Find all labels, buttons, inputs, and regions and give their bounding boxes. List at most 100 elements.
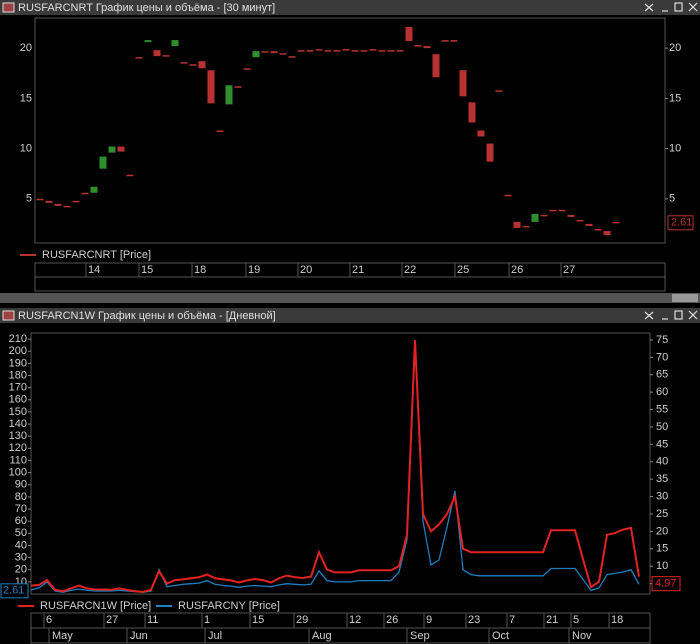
- candle: [540, 214, 548, 217]
- candle: [504, 194, 512, 197]
- date-label: 7: [509, 614, 515, 626]
- scrollbar[interactable]: [0, 293, 700, 303]
- month-label: Jul: [208, 630, 222, 642]
- candle: [207, 70, 215, 104]
- y-tick-label: 50: [15, 527, 27, 539]
- candle: [549, 209, 557, 212]
- candle: [225, 85, 233, 105]
- y-tick-label: 110: [9, 454, 27, 466]
- window-controls[interactable]: [644, 2, 698, 12]
- y2-tick-label: 55: [656, 403, 668, 415]
- y2-tick-label: 20: [656, 525, 668, 537]
- candle: [531, 213, 539, 222]
- y-tick-label: 130: [9, 430, 27, 442]
- y-tick-label: 200: [9, 345, 27, 357]
- y-tick-label: 210: [9, 333, 27, 345]
- candle: [360, 50, 368, 52]
- y-tick-label: 10: [669, 142, 681, 154]
- month-label: Sep: [410, 630, 430, 642]
- candle: [477, 130, 485, 137]
- candle: [468, 102, 476, 123]
- window-header: [0, 308, 700, 323]
- candle: [486, 143, 494, 162]
- scrollbar-thumb[interactable]: [672, 294, 698, 302]
- y-tick-label: 5: [669, 193, 675, 205]
- candle: [99, 156, 107, 169]
- window-title: RUSFARCNRT График цены и объёма - [30 ми…: [18, 2, 275, 14]
- date-label: 14: [88, 264, 100, 276]
- series-line: [30, 339, 640, 593]
- date-label: 9: [426, 614, 432, 626]
- candle: [432, 54, 440, 78]
- y2-tick-label: 60: [656, 386, 668, 398]
- last-value-box: [0, 583, 29, 599]
- y2-tick-label: 50: [656, 421, 668, 433]
- candle: [153, 50, 161, 57]
- legend-label: RUSFARCNRT [Price]: [42, 249, 151, 261]
- candle: [351, 50, 359, 52]
- candle: [270, 51, 278, 54]
- candle: [252, 51, 260, 58]
- y-tick-label: 80: [15, 491, 27, 503]
- y2-tick-label: 35: [656, 473, 668, 485]
- candle: [522, 225, 530, 228]
- date-label: 5: [573, 614, 579, 626]
- y-tick-label: 180: [9, 369, 27, 381]
- date-label: 19: [248, 264, 260, 276]
- y-tick-label: 10: [20, 142, 32, 154]
- last-value-label: 2.61: [671, 217, 692, 229]
- date-label: 11: [147, 614, 158, 626]
- candle: [108, 146, 116, 153]
- candle: [414, 45, 422, 47]
- y2-tick-label: 45: [656, 438, 668, 450]
- candle: [612, 221, 620, 224]
- candle: [315, 49, 323, 51]
- date-label: 6: [46, 614, 52, 626]
- candle: [459, 70, 467, 97]
- window-controls[interactable]: [644, 310, 698, 320]
- date-label: 21: [546, 614, 558, 626]
- date-label: 25: [457, 264, 469, 276]
- y-tick-label: 100: [9, 467, 27, 479]
- date-label: 15: [252, 614, 264, 626]
- y-tick-label: 70: [15, 503, 27, 515]
- candle: [36, 198, 44, 201]
- date-label: 26: [511, 264, 523, 276]
- y-tick-label: 170: [9, 382, 27, 394]
- candle: [171, 40, 179, 47]
- candle: [126, 174, 134, 177]
- date-label: 12: [349, 614, 361, 626]
- candle: [441, 40, 449, 42]
- y2-tick-label: 30: [656, 490, 668, 502]
- candle: [63, 205, 71, 208]
- y2-tick-label: 65: [656, 369, 668, 381]
- date-label: 1: [204, 614, 210, 626]
- y2-tick-label: 40: [656, 456, 668, 468]
- candle: [81, 192, 89, 195]
- y-tick-label: 140: [9, 418, 27, 430]
- candle: [513, 221, 521, 228]
- date-label: 18: [194, 264, 206, 276]
- candle: [576, 219, 584, 222]
- date-label: 27: [563, 264, 575, 276]
- candle: [288, 56, 296, 58]
- candle: [369, 49, 377, 51]
- candle: [279, 53, 287, 55]
- y-tick-label: 30: [15, 551, 27, 563]
- candle: [450, 40, 458, 42]
- date-label: 29: [296, 614, 308, 626]
- last-value-box: [667, 215, 694, 231]
- candle: [54, 203, 62, 206]
- candle: [306, 50, 314, 52]
- candle: [603, 230, 611, 235]
- candle: [135, 57, 143, 59]
- y-tick-label: 20: [20, 42, 32, 54]
- candle: [378, 50, 386, 52]
- candle: [90, 186, 98, 193]
- month-label: Aug: [312, 630, 332, 642]
- candle: [198, 61, 206, 69]
- y-tick-label: 40: [15, 539, 27, 551]
- candle: [45, 200, 53, 203]
- y-tick-label: 120: [9, 442, 27, 454]
- candle: [243, 68, 251, 70]
